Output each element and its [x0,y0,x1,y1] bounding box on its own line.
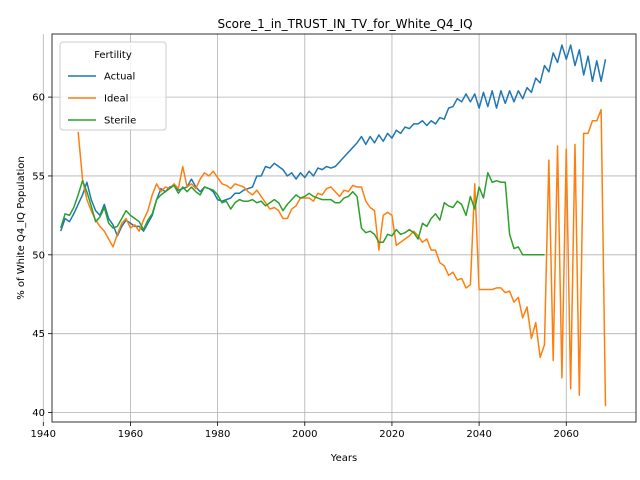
legend-box [59,41,167,131]
legend-label-sterile: Sterile [104,116,136,127]
y-tick-label: 40 [32,408,45,419]
y-tick-label: 55 [32,171,45,182]
legend-label-ideal: Ideal [104,94,128,105]
legend: Fertility Actual Ideal Sterile [59,41,167,131]
chart-title: Score_1_in_TRUST_IN_TV_for_White_Q4_IQ [217,17,472,31]
x-tick-label: 1940 [31,429,56,440]
series-line-ideal [77,108,607,407]
x-tick-label: 2020 [379,429,404,440]
y-tick-label: 60 [32,93,45,104]
legend-title: Fertility [94,50,132,61]
y-axis-label: % of White Q4_IQ Population [16,156,27,300]
x-tick-label: 2060 [554,429,579,440]
series-lines [60,44,607,407]
y-axis-ticks: 40 45 50 55 60 [32,93,52,419]
x-tick-label: 1980 [205,429,230,440]
x-tick-label: 1960 [118,429,143,440]
x-tick-label: 2040 [466,429,491,440]
plot-frame [51,33,637,423]
x-axis-ticks: 1940 1960 1980 2000 2020 2040 2060 [31,422,579,440]
y-tick-label: 45 [32,329,45,340]
series-line-actual [60,44,607,237]
y-tick-label: 50 [32,250,45,261]
legend-label-actual: Actual [104,72,135,83]
x-tick-label: 2000 [292,429,317,440]
x-axis-label: Years [330,453,357,464]
series-line-sterile [60,172,545,256]
